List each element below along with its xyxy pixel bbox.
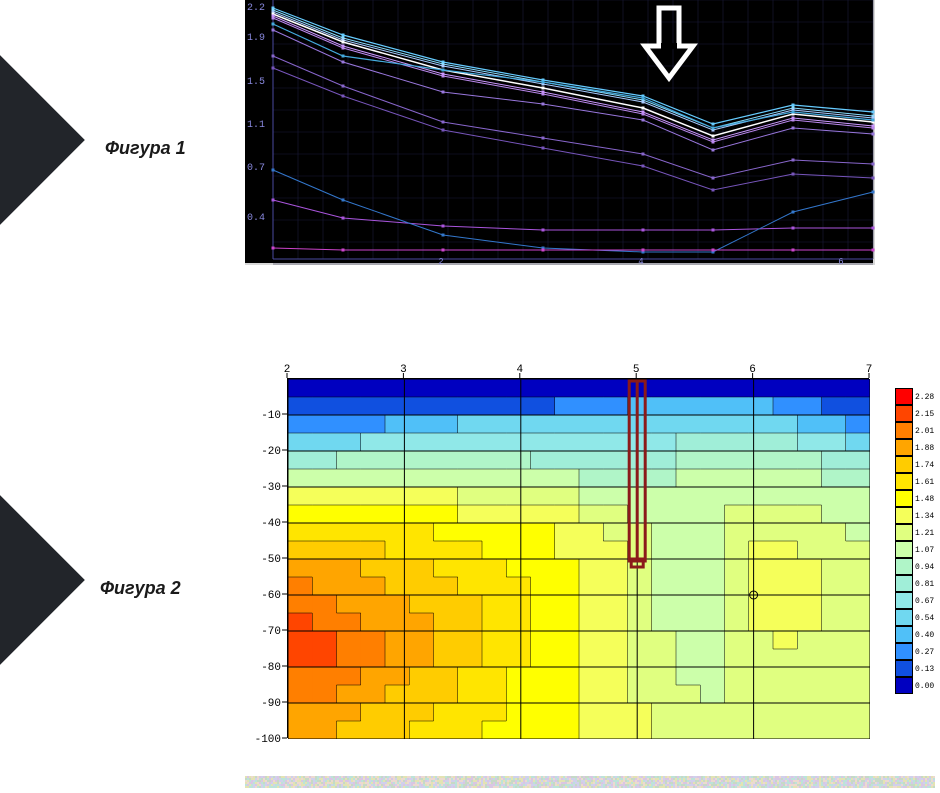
noise-strip: [245, 775, 935, 787]
legend-item: 1.61: [895, 473, 937, 490]
legend-item: 0.54: [895, 609, 937, 626]
heatmap-plot: [287, 378, 869, 738]
svg-text:-70: -70: [261, 626, 281, 638]
svg-text:1.5: 1.5: [247, 77, 265, 88]
legend-item: 0.27: [895, 643, 937, 660]
svg-text:-10: -10: [261, 410, 281, 422]
svg-text:0.4: 0.4: [247, 213, 265, 224]
svg-text:-90: -90: [261, 698, 281, 710]
line-chart: 2.2 1.9 1.5 1.1 0.7 0.4 2 4 6: [245, 0, 875, 265]
legend-item: 1.21: [895, 524, 937, 541]
svg-text:1.9: 1.9: [247, 33, 265, 44]
figure-2-label: Фигура 2: [100, 578, 181, 599]
heatmap-chart: 234567 -10 -20 -30 -40 -50 -60 -70 -80 -90 -100 2…: [245, 358, 935, 758]
heatmap-x-axis: 234567: [245, 358, 935, 378]
legend-item: 0.13: [895, 660, 937, 677]
heatmap-y-axis: -10 -20 -30 -40 -50 -60 -70 -80 -90 -100: [245, 378, 287, 758]
legend-item: 1.48: [895, 490, 937, 507]
line-chart-svg: 2.2 1.9 1.5 1.1 0.7 0.4 2 4 6: [245, 0, 875, 265]
legend-item: 1.34: [895, 507, 937, 524]
svg-text:1.1: 1.1: [247, 120, 265, 131]
svg-text:2: 2: [438, 257, 443, 265]
svg-text:-50: -50: [261, 554, 281, 566]
section-marker-2: [0, 520, 100, 680]
svg-text:0.7: 0.7: [247, 163, 265, 174]
legend-item: 2.01: [895, 422, 937, 439]
section-marker-1: [0, 80, 100, 240]
legend-item: 2.28: [895, 388, 937, 405]
svg-text:-40: -40: [261, 518, 281, 530]
heatmap-svg: [288, 379, 870, 739]
svg-text:-60: -60: [261, 590, 281, 602]
legend-item: 0.81: [895, 575, 937, 592]
figure-1-label: Фигура 1: [105, 138, 186, 159]
svg-text:6: 6: [838, 257, 843, 265]
svg-text:-100: -100: [255, 734, 281, 746]
legend-item: 1.74: [895, 456, 937, 473]
legend-item: 1.07: [895, 541, 937, 558]
legend-item: 0.00: [895, 677, 937, 694]
legend-item: 2.15: [895, 405, 937, 422]
legend-item: 0.67: [895, 592, 937, 609]
svg-text:-30: -30: [261, 482, 281, 494]
legend-item: 0.40: [895, 626, 937, 643]
heatmap-legend: 2.282.152.011.881.741.611.481.341.211.07…: [895, 388, 937, 728]
svg-text:2.2: 2.2: [247, 3, 265, 14]
legend-item: 1.88: [895, 439, 937, 456]
svg-text:-20: -20: [261, 446, 281, 458]
svg-text:4: 4: [638, 257, 643, 265]
svg-text:-80: -80: [261, 662, 281, 674]
legend-item: 0.94: [895, 558, 937, 575]
